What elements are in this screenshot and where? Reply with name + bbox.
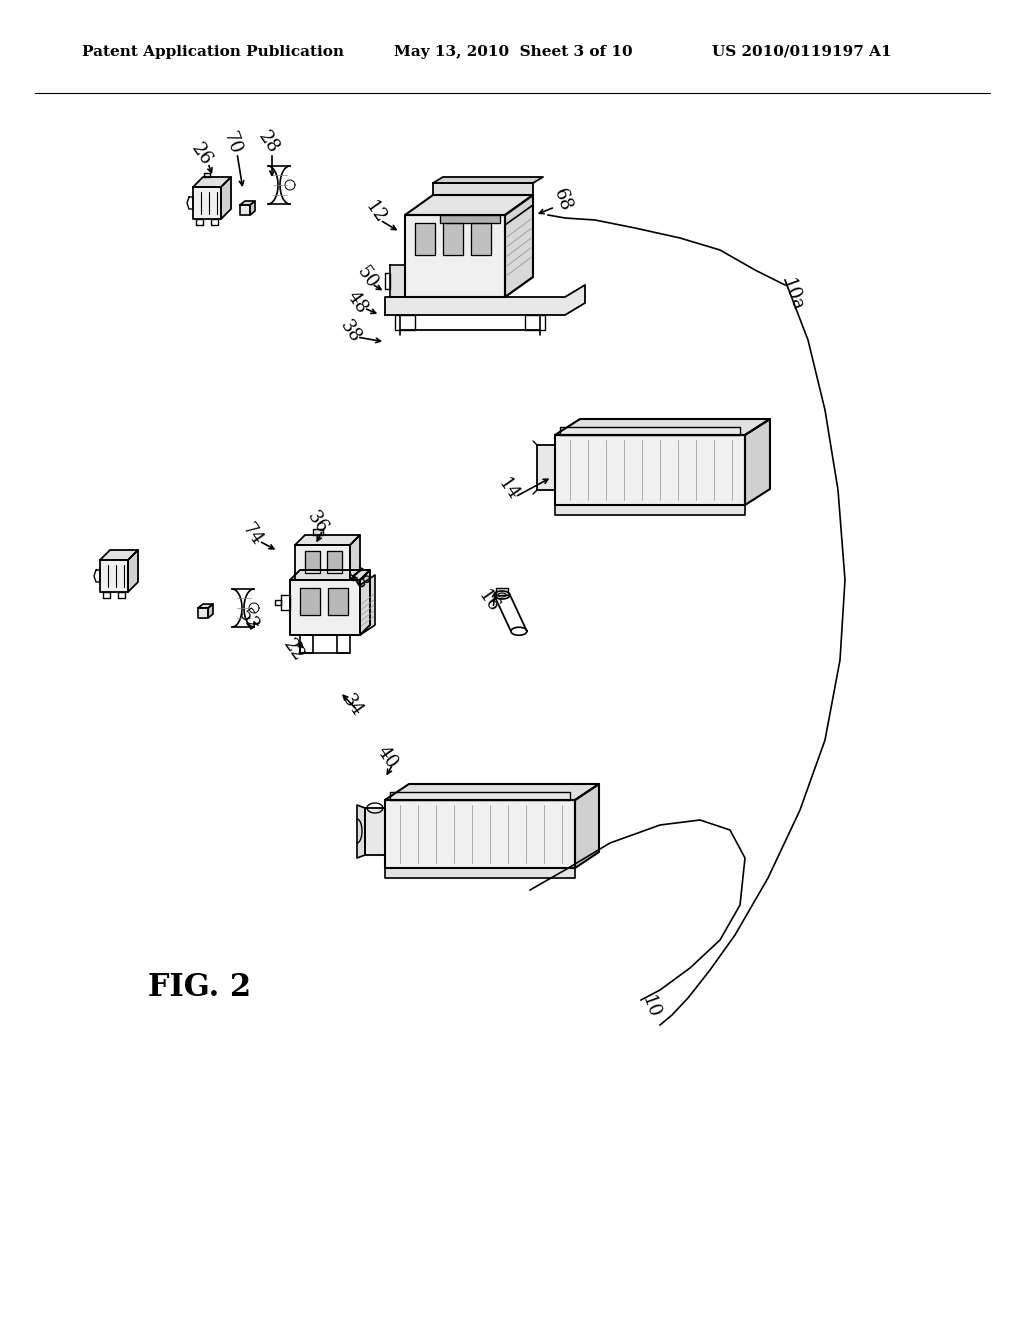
Polygon shape <box>496 587 508 595</box>
Text: 14: 14 <box>494 475 522 504</box>
Polygon shape <box>305 550 319 573</box>
Text: 74: 74 <box>239 520 266 549</box>
Polygon shape <box>295 535 360 545</box>
Polygon shape <box>365 808 385 855</box>
Polygon shape <box>328 587 348 615</box>
Polygon shape <box>193 187 221 219</box>
Text: 48: 48 <box>343 289 371 318</box>
Polygon shape <box>390 265 406 297</box>
Polygon shape <box>204 173 210 177</box>
Polygon shape <box>295 545 350 579</box>
Text: 68: 68 <box>550 186 574 214</box>
Polygon shape <box>471 223 490 255</box>
Text: 12: 12 <box>361 198 389 227</box>
Polygon shape <box>290 570 370 579</box>
Text: 10: 10 <box>638 993 663 1020</box>
Polygon shape <box>193 177 231 187</box>
Polygon shape <box>350 535 360 579</box>
Polygon shape <box>100 550 138 560</box>
Polygon shape <box>100 560 128 591</box>
Polygon shape <box>443 223 463 255</box>
Polygon shape <box>555 506 745 515</box>
Polygon shape <box>360 576 375 635</box>
Polygon shape <box>406 215 505 297</box>
Text: 50: 50 <box>353 264 381 293</box>
Text: 38: 38 <box>336 317 364 347</box>
Polygon shape <box>250 201 255 215</box>
Text: May 13, 2010  Sheet 3 of 10: May 13, 2010 Sheet 3 of 10 <box>394 45 633 59</box>
Polygon shape <box>240 201 255 205</box>
Polygon shape <box>357 805 365 858</box>
Polygon shape <box>198 609 208 618</box>
Text: 26: 26 <box>187 140 215 169</box>
Polygon shape <box>440 215 500 223</box>
Text: 22: 22 <box>280 635 307 664</box>
Polygon shape <box>313 529 323 535</box>
Polygon shape <box>537 445 555 490</box>
Polygon shape <box>433 183 534 195</box>
Polygon shape <box>128 550 138 591</box>
Polygon shape <box>385 784 599 800</box>
Polygon shape <box>198 605 213 609</box>
Polygon shape <box>360 570 370 635</box>
Polygon shape <box>555 436 745 506</box>
Text: 36: 36 <box>303 508 331 537</box>
Polygon shape <box>221 177 231 219</box>
Polygon shape <box>415 223 435 255</box>
Polygon shape <box>433 177 543 183</box>
Text: 28: 28 <box>254 128 282 157</box>
Polygon shape <box>300 587 319 615</box>
Text: 52: 52 <box>234 606 262 635</box>
Polygon shape <box>505 205 534 297</box>
Polygon shape <box>406 195 534 215</box>
Text: 70: 70 <box>219 129 245 157</box>
Text: 10a: 10a <box>778 276 806 314</box>
Polygon shape <box>575 784 599 869</box>
Text: FIG. 2: FIG. 2 <box>148 973 251 1003</box>
Polygon shape <box>745 418 770 506</box>
Polygon shape <box>385 800 575 869</box>
Polygon shape <box>208 605 213 618</box>
Polygon shape <box>385 285 585 315</box>
Text: US 2010/0119197 A1: US 2010/0119197 A1 <box>712 45 891 59</box>
Polygon shape <box>555 418 770 436</box>
Text: 34: 34 <box>338 692 366 721</box>
Text: 40: 40 <box>373 743 401 772</box>
Polygon shape <box>505 195 534 297</box>
Polygon shape <box>385 869 575 878</box>
Polygon shape <box>327 550 342 573</box>
Text: Patent Application Publication: Patent Application Publication <box>82 45 344 59</box>
Text: 18: 18 <box>343 565 371 594</box>
Polygon shape <box>560 426 740 436</box>
Text: 16: 16 <box>474 587 502 616</box>
Polygon shape <box>390 792 570 800</box>
Polygon shape <box>290 579 360 635</box>
Polygon shape <box>240 205 250 215</box>
